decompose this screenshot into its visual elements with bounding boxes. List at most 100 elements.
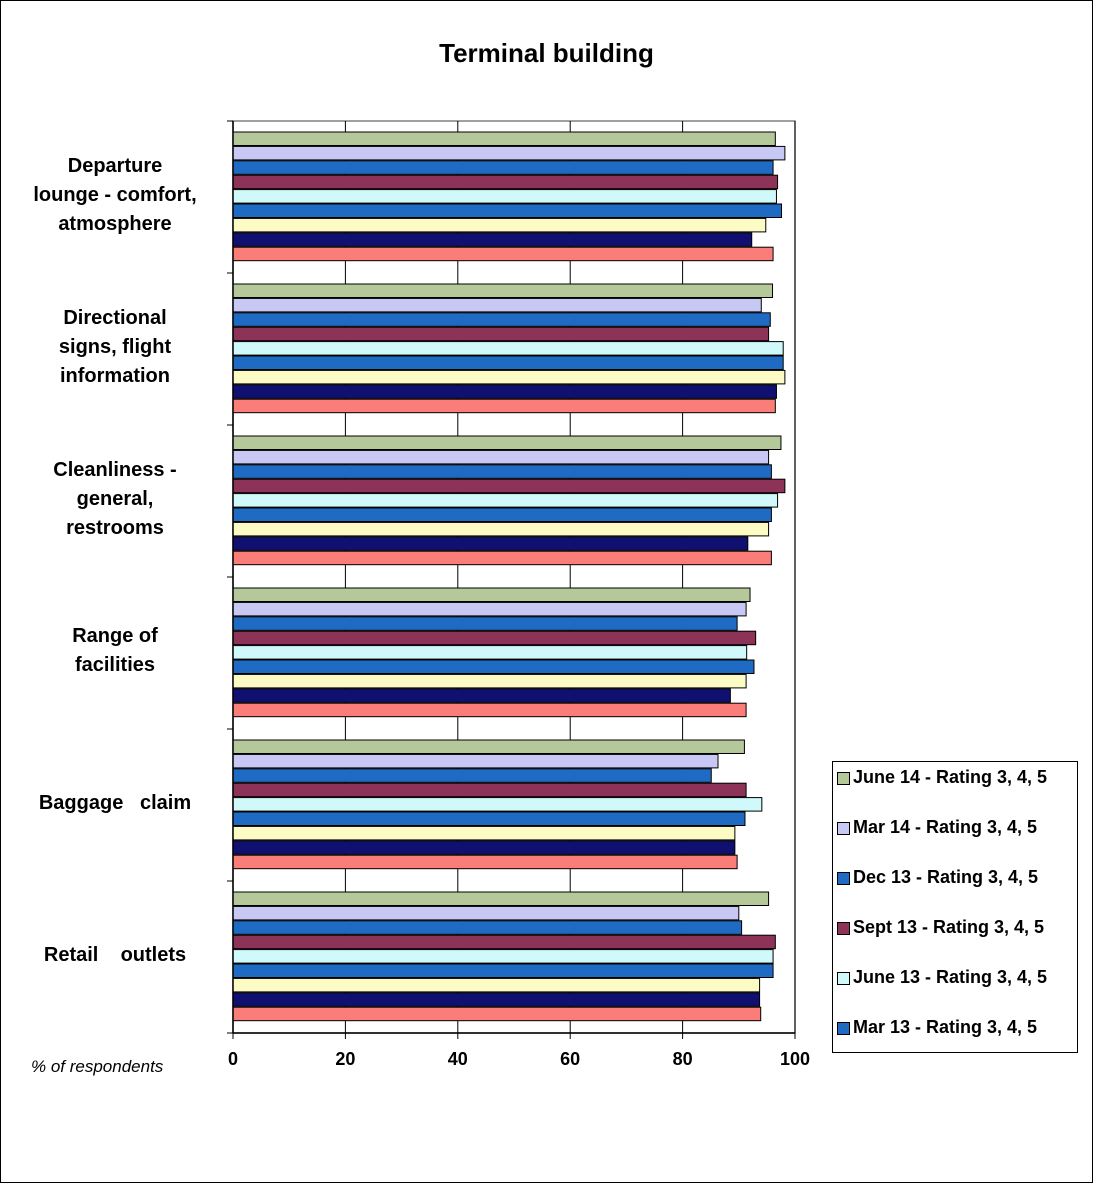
legend-label: June 13 - Rating 3, 4, 5 — [853, 967, 1048, 987]
legend: June 14 - Rating 3, 4, 5 Mar 14 - Rating … — [832, 761, 1078, 1053]
bar — [232, 992, 761, 1007]
bar — [232, 160, 774, 175]
legend-swatch — [837, 972, 850, 985]
legend-item: June 14 - Rating 3, 4, 5 — [837, 768, 1071, 818]
category-label-line: Retail outlets — [43, 943, 187, 966]
bar — [232, 920, 743, 935]
legend-swatch — [837, 1022, 850, 1035]
bar — [232, 630, 757, 646]
category-label-line: atmosphere — [58, 212, 172, 235]
bar — [232, 977, 761, 993]
bar — [232, 854, 738, 870]
category-label: Range of facilities — [0, 622, 230, 680]
bar — [232, 174, 779, 190]
legend-item: Dec 13 - Rating 3, 4, 5 — [837, 868, 1071, 918]
bar — [232, 217, 767, 233]
bar — [232, 507, 772, 522]
bar — [232, 739, 745, 754]
legend-item: Sept 13 - Rating 3, 4, 5 — [837, 918, 1071, 968]
category-label-line: information — [60, 364, 170, 387]
legend-swatch — [837, 822, 850, 835]
bar — [232, 145, 786, 161]
bar — [232, 797, 763, 812]
bar — [232, 645, 748, 660]
bar — [232, 768, 712, 783]
category-label-line: Cleanliness - — [53, 458, 177, 481]
bar — [232, 369, 786, 385]
bar — [232, 825, 736, 841]
bar — [232, 326, 770, 342]
legend-item: Mar 14 - Rating 3, 4, 5 — [837, 818, 1071, 868]
category-label-line: facilities — [74, 654, 156, 676]
bar — [232, 934, 776, 950]
category-label-line: signs, flight — [58, 335, 172, 358]
category-label-line: Directional — [63, 306, 167, 329]
category-label: Cleanliness - general, restrooms — [0, 456, 230, 543]
bar — [232, 840, 736, 855]
bar — [232, 659, 755, 674]
bar — [232, 398, 776, 414]
bar — [232, 355, 784, 370]
bar — [232, 341, 784, 356]
bar — [232, 449, 770, 465]
x-tick-label: 0 — [228, 1049, 238, 1069]
bar — [232, 753, 719, 769]
bar — [232, 601, 747, 617]
legend-label: Mar 14 - Rating 3, 4, 5 — [853, 817, 1038, 837]
legend-item: June 13 - Rating 3, 4, 5 — [837, 968, 1071, 1018]
legend-label: June 14 - Rating 3, 4, 5 — [853, 767, 1048, 787]
x-tick-label: 100 — [780, 1049, 810, 1069]
bar — [232, 464, 772, 479]
bar — [232, 963, 774, 978]
bar — [232, 283, 774, 298]
legend-label: Mar 13 - Rating 3, 4, 5 — [853, 1017, 1038, 1037]
bar — [232, 493, 779, 508]
bar — [232, 536, 749, 551]
legend-swatch — [837, 772, 850, 785]
bar — [232, 478, 786, 494]
legend-swatch — [837, 872, 850, 885]
bar — [232, 232, 753, 247]
category-label-line: Departure — [67, 154, 163, 177]
bar — [232, 688, 731, 703]
category-label: Departure lounge - comfort, atmosphere — [0, 152, 230, 239]
bar — [232, 189, 777, 204]
bar — [232, 949, 774, 964]
bar — [232, 1006, 762, 1022]
bar — [232, 587, 751, 602]
chart-title: Terminal building — [439, 38, 654, 68]
category-label: Retail outlets — [0, 941, 230, 970]
bar — [232, 782, 747, 798]
bar — [232, 616, 738, 631]
x-tick-label: 40 — [448, 1049, 468, 1069]
bar — [232, 891, 770, 906]
bar — [232, 550, 772, 566]
x-tick-label: 80 — [673, 1049, 693, 1069]
legend-label: Sept 13 - Rating 3, 4, 5 — [853, 917, 1045, 937]
category-label-line: restrooms — [66, 516, 164, 539]
bar — [232, 203, 783, 218]
bar — [232, 905, 740, 921]
category-label: Directional signs, flight information — [0, 304, 230, 391]
bar — [232, 131, 776, 146]
bar — [232, 435, 782, 450]
bar — [232, 811, 746, 826]
category-label-line: Baggage claim — [38, 791, 192, 814]
x-tick-label: 60 — [560, 1049, 580, 1069]
category-label-line: Range of — [72, 625, 158, 647]
bar — [232, 384, 777, 399]
category-label-line: lounge - comfort, — [33, 183, 197, 206]
category-label: Baggage claim — [0, 789, 230, 818]
bar — [232, 246, 774, 262]
legend-swatch — [837, 922, 850, 935]
bar — [232, 297, 762, 313]
x-tick-label: 20 — [335, 1049, 355, 1069]
bar — [232, 521, 770, 537]
bar — [232, 673, 747, 689]
bar — [232, 312, 771, 327]
x-axis-unit-label: % of respondents — [31, 1057, 164, 1076]
legend-label: Dec 13 - Rating 3, 4, 5 — [853, 867, 1039, 887]
category-label-line: general, — [76, 487, 154, 510]
legend-item: Mar 13 - Rating 3, 4, 5 — [837, 1018, 1071, 1068]
